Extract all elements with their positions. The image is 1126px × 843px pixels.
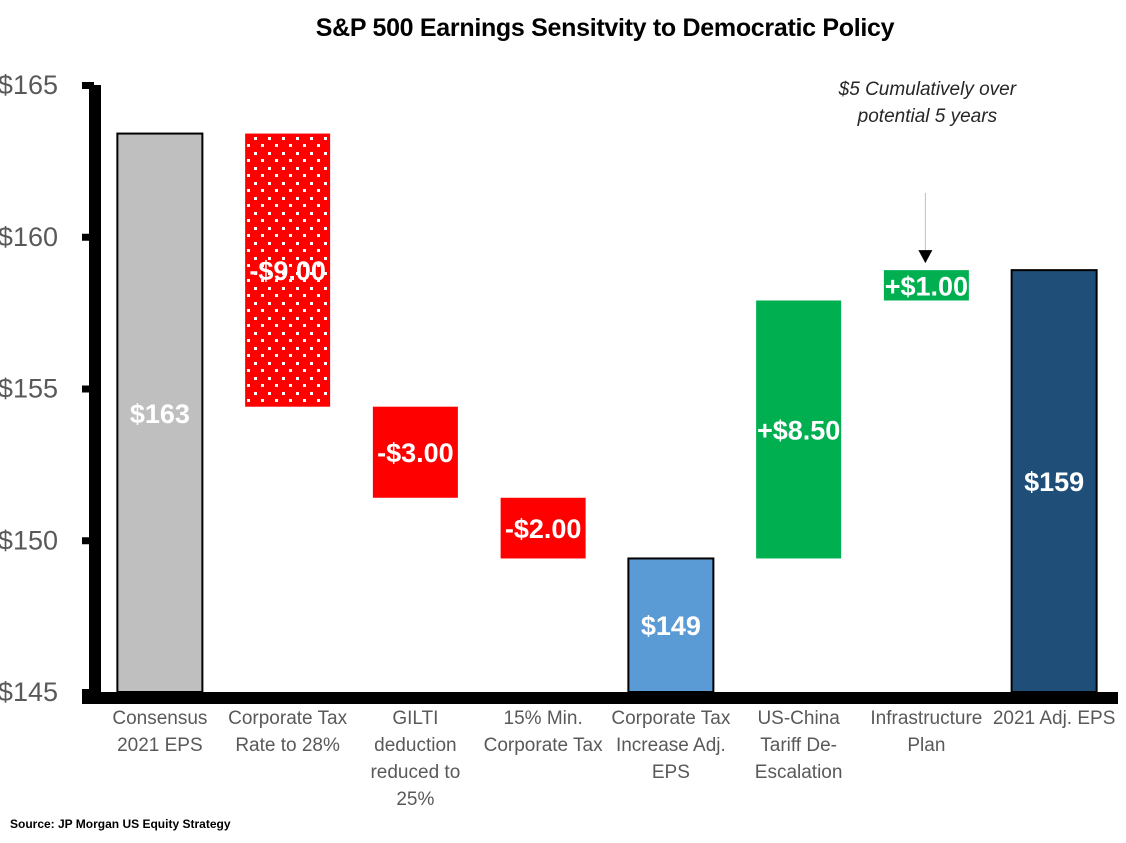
bar-1 bbox=[245, 133, 331, 407]
x-tick-label: Consensus 2021 EPS bbox=[112, 708, 207, 756]
x-tick-label: Corporate Tax Rate to 28% bbox=[228, 708, 347, 756]
y-tick-label: $145 bbox=[0, 677, 58, 707]
bar-3 bbox=[500, 497, 586, 559]
data-label-1: -$9.00 bbox=[249, 256, 326, 286]
bar-7 bbox=[1010, 269, 1098, 693]
data-labels: $163 -$9.00 -$3.00 -$2.00 $149 +$8.50 +$1.00 $1… bbox=[130, 256, 1084, 641]
x-axis-line bbox=[82, 692, 1118, 704]
x-tick-label: Corporate Tax Increase Adj. EPS bbox=[611, 708, 730, 783]
data-label-2: -$3.00 bbox=[377, 438, 454, 468]
y-tick-label: $165 bbox=[0, 70, 58, 100]
x-tick-label: 15% Min. Corporate Tax bbox=[484, 708, 603, 756]
y-tick-label: $150 bbox=[0, 525, 58, 555]
chart-title: S&P 500 Earnings Sensitvity to Democrati… bbox=[315, 14, 895, 42]
data-label-7: $159 bbox=[1024, 467, 1084, 497]
x-tick-label: US-China Tariff De-Escalation bbox=[755, 708, 843, 783]
y-tick-mark bbox=[82, 537, 94, 545]
bars-group bbox=[116, 132, 1098, 694]
y-tick-mark bbox=[82, 82, 94, 89]
x-tick-label: Infrastructure Plan bbox=[870, 708, 982, 756]
data-label-0: $163 bbox=[130, 399, 190, 429]
data-label-4: $149 bbox=[641, 611, 701, 641]
source-note: Source: JP Morgan US Equity Strategy bbox=[10, 817, 231, 831]
y-tick-label: $160 bbox=[0, 222, 58, 252]
bar-4 bbox=[627, 557, 715, 694]
y-tick-mark bbox=[82, 233, 94, 241]
y-tick-mark bbox=[82, 689, 94, 696]
y-tick-mark bbox=[82, 385, 94, 393]
annotation-text: $5 Cumulatively over potential 5 years bbox=[838, 79, 1017, 127]
y-tick-labels: $145 $150 $155 $160 $165 bbox=[0, 70, 58, 707]
arrow-down-icon bbox=[918, 250, 933, 264]
x-tick-label: 2021 Adj. EPS bbox=[993, 708, 1116, 729]
bar-5 bbox=[756, 300, 842, 559]
annotation-group: $5 Cumulatively over potential 5 years bbox=[838, 79, 1017, 264]
bar-6 bbox=[883, 270, 969, 301]
bar-0 bbox=[116, 132, 204, 693]
data-label-6: +$1.00 bbox=[885, 271, 968, 301]
y-tick-label: $155 bbox=[0, 374, 58, 404]
bar-2 bbox=[372, 406, 458, 498]
data-label-5: +$8.50 bbox=[757, 415, 840, 445]
x-tick-labels: Consensus 2021 EPS Corporate Tax Rate to 28… bbox=[112, 708, 1115, 810]
axes-group bbox=[82, 82, 1118, 704]
data-label-3: -$2.00 bbox=[505, 514, 582, 544]
x-tick-label: GILTI deduction reduced to 25% bbox=[370, 708, 460, 810]
